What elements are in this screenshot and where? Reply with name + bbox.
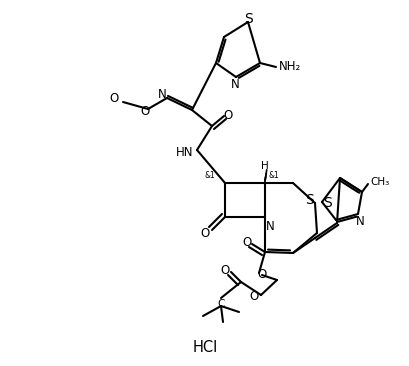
Text: NH₂: NH₂	[278, 60, 300, 74]
Text: HN: HN	[176, 146, 193, 160]
Text: N: N	[230, 78, 239, 92]
Text: O: O	[220, 264, 229, 276]
Text: N: N	[355, 216, 364, 228]
Text: C: C	[217, 299, 224, 309]
Text: N: N	[265, 220, 274, 234]
Text: H: H	[261, 161, 268, 171]
Text: O: O	[140, 105, 149, 119]
Text: O: O	[257, 269, 266, 281]
Text: &1: &1	[204, 172, 214, 180]
Text: S: S	[322, 196, 331, 210]
Text: O: O	[223, 109, 232, 123]
Text: O: O	[242, 235, 251, 249]
Text: O: O	[109, 93, 118, 105]
Text: S: S	[244, 12, 253, 26]
Text: O: O	[200, 228, 209, 240]
Text: CH₃: CH₃	[369, 177, 388, 187]
Text: &1: &1	[268, 172, 279, 180]
Text: O: O	[249, 291, 258, 303]
Text: N: N	[157, 87, 166, 101]
Text: HCl: HCl	[192, 340, 217, 355]
Text: S: S	[305, 193, 313, 207]
